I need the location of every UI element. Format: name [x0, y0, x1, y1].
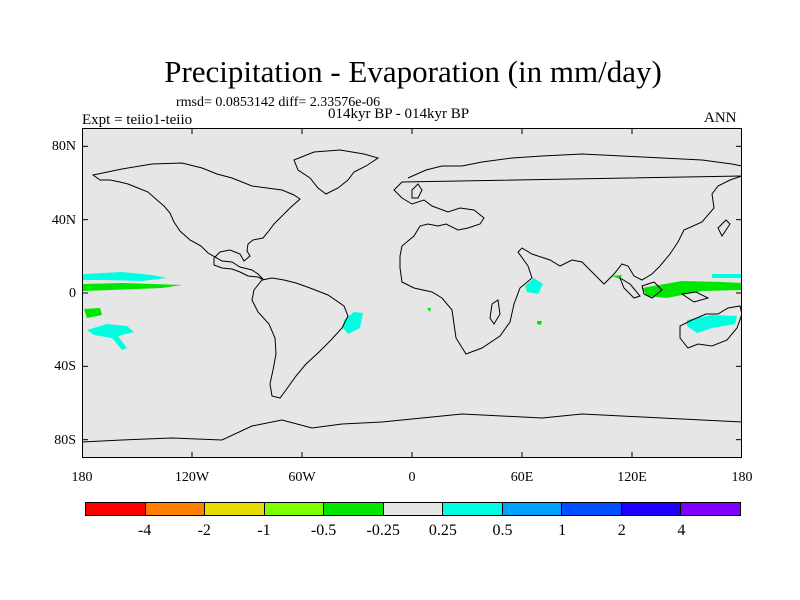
colorbar-swatch: [85, 502, 145, 516]
western-pacific-cyan-strip: [712, 274, 742, 278]
lon-tick-label: 120W: [174, 470, 210, 485]
colorbar-label: 0.25: [428, 522, 457, 539]
lon-tick-label: 120E: [617, 470, 647, 485]
colorbar-swatch: [442, 502, 502, 516]
colorbar-swatch: [680, 502, 742, 516]
lon-tick-label: 180: [71, 470, 93, 485]
lat-tick-label: 80N: [51, 139, 76, 155]
colorbar-swatch: [620, 502, 681, 516]
anomaly-patches: [83, 272, 742, 350]
lon-tick-label: 60W: [288, 470, 316, 485]
axis-ticks: [82, 128, 742, 458]
australia-coast: [679, 305, 742, 349]
colorbar-swatch: [144, 502, 205, 516]
lon-tick-label: 180: [731, 470, 753, 485]
north-america-coast: [91, 162, 301, 281]
south-america-coast: [251, 277, 349, 399]
small-green-patch-3: [427, 308, 431, 312]
colorbar-swatch: [561, 502, 621, 516]
rmsd-stats: rmsd= 0.0853142 diff= 2.33576e-06: [176, 95, 381, 110]
experiment-label: Expt = teiio1-teiio: [82, 112, 193, 128]
borneo-coast: [641, 281, 663, 299]
greenland-coast: [293, 149, 380, 195]
world-map: [82, 128, 742, 458]
new-guinea-coast: [680, 291, 710, 303]
japan-coast: [717, 219, 731, 237]
period-label: 014kyr BP - 014kyr BP: [328, 106, 470, 122]
colorbar-swatch: [263, 502, 324, 516]
map-title: Precipitation - Evaporation (in mm/day): [164, 54, 662, 89]
colorbar: [85, 502, 742, 516]
central-pacific-dry-band: [83, 283, 182, 291]
colorbar-label: -1: [257, 522, 271, 539]
colorbar-swatch: [323, 502, 383, 516]
small-green-patch-2: [537, 321, 542, 325]
lat-tick-label: 40N: [51, 212, 76, 228]
colorbar-label: -4: [137, 522, 152, 539]
brazil-cyan-patch: [343, 312, 363, 334]
lat-tick-label: 40S: [54, 359, 76, 375]
lat-tick-label: 0: [69, 286, 76, 301]
colorbar-swatch: [204, 502, 264, 516]
south-pacific-cyan-patch: [87, 324, 134, 350]
central-pacific-wet-patch: [83, 272, 167, 281]
colorbar-label: -0.25: [366, 522, 400, 539]
madagascar-coast: [489, 299, 501, 325]
colorbar-label: -0.5: [310, 522, 337, 539]
sumatra-coast: [618, 276, 641, 299]
coastlines: [82, 149, 742, 443]
maritime-green-band: [642, 281, 742, 298]
eurasia-africa-coast: [393, 153, 742, 355]
lat-tick-label: 80S: [54, 432, 76, 448]
colorbar-swatch: [382, 502, 443, 516]
colorbar-label: 4: [677, 522, 686, 539]
ocean-background: [82, 128, 742, 458]
colorbar-swatch: [501, 502, 562, 516]
colorbar-label: 1: [558, 522, 567, 539]
lon-tick-label: 0: [408, 470, 416, 485]
indian-ocean-cyan-patch: [525, 278, 543, 294]
colorbar-label: 2: [617, 522, 626, 539]
lon-tick-label: 60E: [510, 470, 534, 485]
season-label: ANN: [704, 110, 737, 126]
australia-cyan-patch: [687, 315, 737, 333]
colorbar-label: 0.5: [492, 522, 513, 539]
uk-coast: [411, 183, 423, 199]
colorbar-label: -2: [197, 522, 211, 539]
pacific-green-patch-s: [84, 308, 102, 318]
antarctica-coast: [82, 413, 742, 443]
